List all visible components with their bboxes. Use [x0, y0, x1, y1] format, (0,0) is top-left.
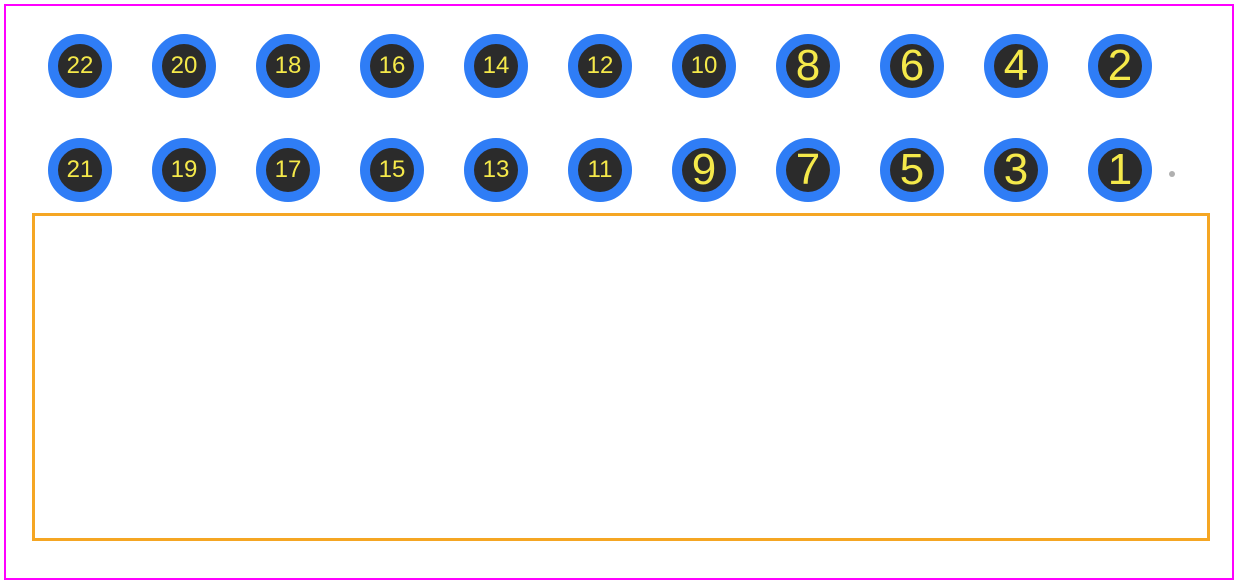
- pin-label-2: 2: [1108, 44, 1132, 88]
- pin-label-19: 19: [171, 158, 198, 182]
- pin-7: 7: [776, 138, 840, 202]
- pin-label-8: 8: [796, 44, 820, 88]
- pin-22: 22: [48, 34, 112, 98]
- pin-12: 12: [568, 34, 632, 98]
- pin-5: 5: [880, 138, 944, 202]
- pin-label-15: 15: [379, 158, 406, 182]
- pin-label-11: 11: [588, 158, 613, 182]
- pin-20: 20: [152, 34, 216, 98]
- footprint-stage: 12345678910111213141516171819202122: [0, 0, 1238, 584]
- pin-6: 6: [880, 34, 944, 98]
- pin-17: 17: [256, 138, 320, 202]
- pin-label-14: 14: [483, 54, 510, 78]
- pin-label-13: 13: [483, 158, 510, 182]
- pin-13: 13: [464, 138, 528, 202]
- pin-label-22: 22: [67, 54, 94, 78]
- pin-11: 11: [568, 138, 632, 202]
- pin-label-4: 4: [1004, 44, 1028, 88]
- pin-15: 15: [360, 138, 424, 202]
- pin-16: 16: [360, 34, 424, 98]
- pin-9: 9: [672, 138, 736, 202]
- pin-19: 19: [152, 138, 216, 202]
- pin-4: 4: [984, 34, 1048, 98]
- pin-3: 3: [984, 138, 1048, 202]
- pin-21: 21: [48, 138, 112, 202]
- pin-8: 8: [776, 34, 840, 98]
- pin-label-18: 18: [275, 54, 302, 78]
- pin-label-5: 5: [900, 148, 924, 192]
- pin-label-10: 10: [691, 54, 718, 78]
- pin-1: 1: [1088, 138, 1152, 202]
- component-body-outline: [32, 213, 1210, 541]
- pin-label-7: 7: [796, 148, 820, 192]
- pin-label-12: 12: [587, 54, 614, 78]
- pin-label-3: 3: [1004, 148, 1028, 192]
- pin-label-6: 6: [900, 44, 924, 88]
- pin-10: 10: [672, 34, 736, 98]
- pin-14: 14: [464, 34, 528, 98]
- pin-label-16: 16: [379, 54, 406, 78]
- pin1-origin-marker: [1169, 171, 1175, 177]
- pin-label-9: 9: [692, 148, 716, 192]
- pin-2: 2: [1088, 34, 1152, 98]
- pin-label-1: 1: [1108, 148, 1132, 192]
- pin-label-20: 20: [171, 54, 198, 78]
- pin-18: 18: [256, 34, 320, 98]
- pin-label-21: 21: [67, 158, 94, 182]
- pin-label-17: 17: [275, 158, 302, 182]
